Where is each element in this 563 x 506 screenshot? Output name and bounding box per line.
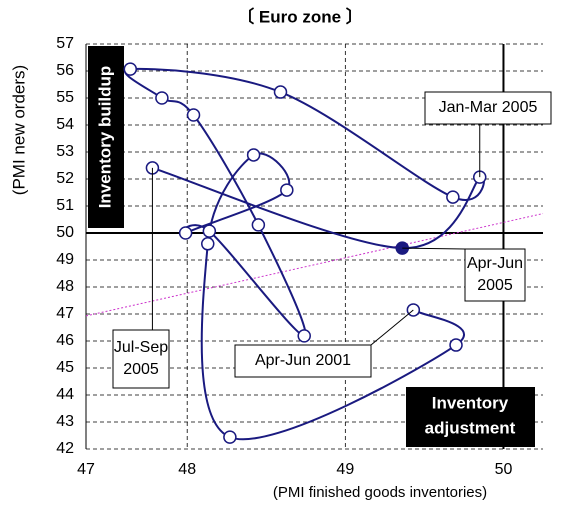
- chart-title: 〔 Euro zone 〕: [237, 6, 363, 26]
- callout-text: Jul-Sep: [114, 339, 168, 356]
- quadrant-label-text: Inventory buildup: [95, 66, 114, 209]
- data-point: [186, 108, 201, 122]
- y-tick-label: 55: [56, 89, 74, 106]
- data-point: [246, 148, 261, 162]
- y-tick-label: 57: [56, 35, 74, 52]
- data-point: [280, 183, 294, 197]
- quadrant-label: Inventory buildup: [88, 46, 124, 228]
- quadrant-label-text: adjustment: [425, 418, 516, 437]
- y-tick-label: 44: [56, 386, 74, 403]
- callout-box: [234, 344, 372, 378]
- data-point: [178, 226, 193, 240]
- y-tick-label: 53: [56, 143, 74, 160]
- y-tick-label: 51: [56, 197, 74, 214]
- y-tick-label: 52: [56, 170, 74, 187]
- y-tick-label: 46: [56, 332, 74, 349]
- y-tick-label: 45: [56, 359, 74, 376]
- callout-text: 2005: [123, 361, 159, 378]
- y-tick-label: 54: [56, 116, 74, 133]
- callout: Jul-Sep 2005: [112, 167, 170, 389]
- callout: Apr-Jun 2001: [234, 309, 414, 378]
- y-axis-label: (PMI new orders): [9, 65, 28, 195]
- callout-text: 2005: [477, 277, 513, 294]
- data-point: [123, 62, 138, 76]
- callout-leader: [370, 309, 414, 346]
- y-tick-label: 48: [56, 278, 74, 295]
- series-line: [124, 67, 485, 441]
- data-point: [449, 338, 463, 352]
- y-tick-label: 56: [56, 62, 74, 79]
- data-point: [446, 190, 460, 204]
- quadrant-label: Inventory adjustment: [406, 387, 535, 447]
- x-axis-label: (PMI finished goods inventories): [273, 484, 487, 501]
- callout-text: Apr-Jun 2001: [255, 352, 351, 369]
- label-box: [88, 46, 124, 228]
- y-tick-label: 43: [56, 413, 74, 430]
- callout-box: [424, 91, 552, 125]
- y-tick-label: 42: [56, 440, 74, 457]
- data-point: [251, 218, 266, 232]
- callout-box: [464, 248, 526, 302]
- y-tick-label: 50: [56, 224, 74, 241]
- callout: Jan-Mar 2005: [424, 91, 552, 178]
- quadrant-label-text: Inventory: [432, 393, 509, 412]
- x-tick-label: 49: [336, 461, 354, 478]
- data-point: [202, 224, 217, 238]
- data-point: [297, 329, 311, 343]
- data-point: [155, 91, 169, 105]
- callout-box: [112, 329, 170, 389]
- x-tick-label: 48: [178, 461, 196, 478]
- callout: Apr-Jun 2005: [402, 247, 526, 302]
- label-box: [406, 387, 535, 447]
- x-tick-label: 50: [495, 461, 513, 478]
- data-point: [223, 430, 237, 444]
- y-tick-label: 49: [56, 251, 74, 268]
- callout-leader: [402, 247, 466, 250]
- data-point: [273, 85, 288, 99]
- callout-text: Apr-Jun: [467, 255, 523, 272]
- y-tick-label: 47: [56, 305, 74, 322]
- data-point: [201, 237, 215, 251]
- callout-text: Jan-Mar 2005: [439, 99, 538, 116]
- x-tick-label: 47: [77, 461, 95, 478]
